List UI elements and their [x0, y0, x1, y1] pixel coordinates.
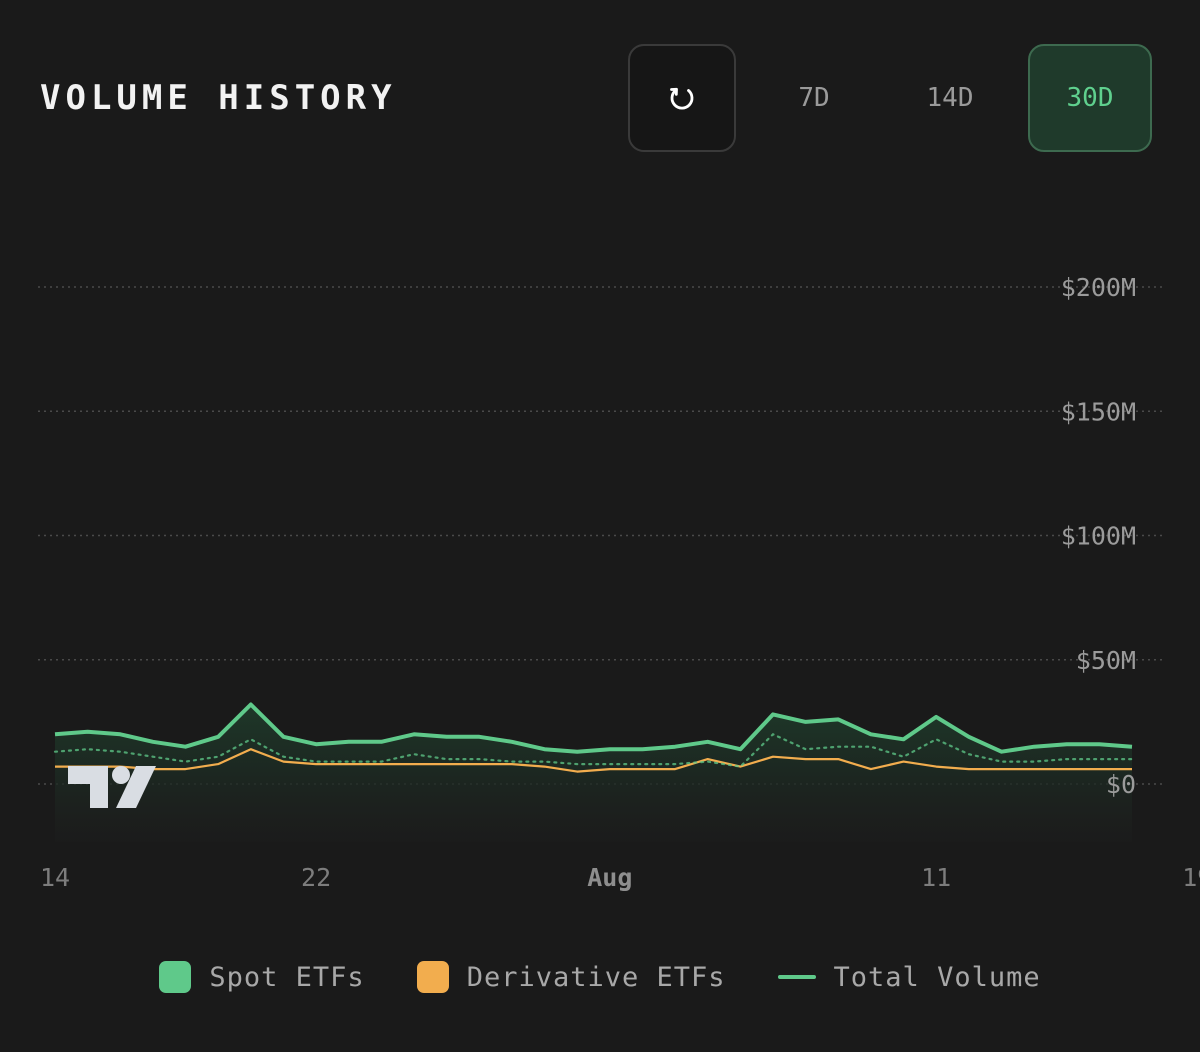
y-tick-label: $50M: [1076, 646, 1136, 675]
range-30d-button[interactable]: 30D: [1028, 44, 1152, 152]
total-area: [55, 704, 1132, 842]
x-axis-ticks: 14 22 Aug 11 19: [40, 863, 1200, 892]
x-tick-label: 19: [1182, 863, 1200, 892]
legend-derivative-etfs[interactable]: Derivative ETFs: [416, 961, 726, 993]
refresh-button[interactable]: [628, 44, 736, 152]
legend-spot-label: Spot ETFs: [209, 961, 365, 993]
legend-total-label: Total Volume: [833, 961, 1041, 993]
legend-total-volume[interactable]: Total Volume: [777, 961, 1041, 993]
x-tick-label: 14: [40, 863, 70, 892]
x-tick-label: Aug: [587, 863, 632, 892]
derivative-etfs-line: [55, 748, 1132, 773]
y-tick-label: $200M: [1061, 273, 1136, 302]
card-title: VOLUME HISTORY: [40, 78, 397, 118]
volume-chart: $200M $150M $100M $50M $0 14 22 Aug 11 19: [38, 273, 1200, 892]
chart-legend: Spot ETFs Derivative ETFs Total Volume: [0, 950, 1200, 1004]
range-7d-button[interactable]: 7D: [798, 83, 830, 113]
tradingview-logo-icon: [68, 766, 156, 808]
spot-etfs-line: [53, 732, 1134, 768]
legend-derivative-label: Derivative ETFs: [466, 961, 726, 993]
grid-lines: [38, 286, 1162, 785]
y-tick-label: $150M: [1061, 397, 1136, 426]
y-axis-ticks: $200M $150M $100M $50M $0: [1061, 273, 1136, 799]
legend-spot-swatch: [159, 961, 192, 993]
refresh-icon: [670, 87, 694, 110]
series-lines: [53, 702, 1134, 773]
y-tick-label: $100M: [1061, 522, 1136, 551]
total-volume-area: [55, 704, 1132, 842]
x-tick-label: 11: [921, 863, 951, 892]
total-volume-line: [54, 702, 1133, 754]
legend-spot-etfs[interactable]: Spot ETFs: [159, 961, 364, 993]
legend-total-swatch: [777, 975, 816, 979]
legend-derivative-swatch: [416, 961, 449, 993]
range-14d-button[interactable]: 14D: [926, 83, 974, 113]
x-tick-label: 22: [301, 863, 331, 892]
y-tick-label: $0: [1106, 770, 1136, 799]
